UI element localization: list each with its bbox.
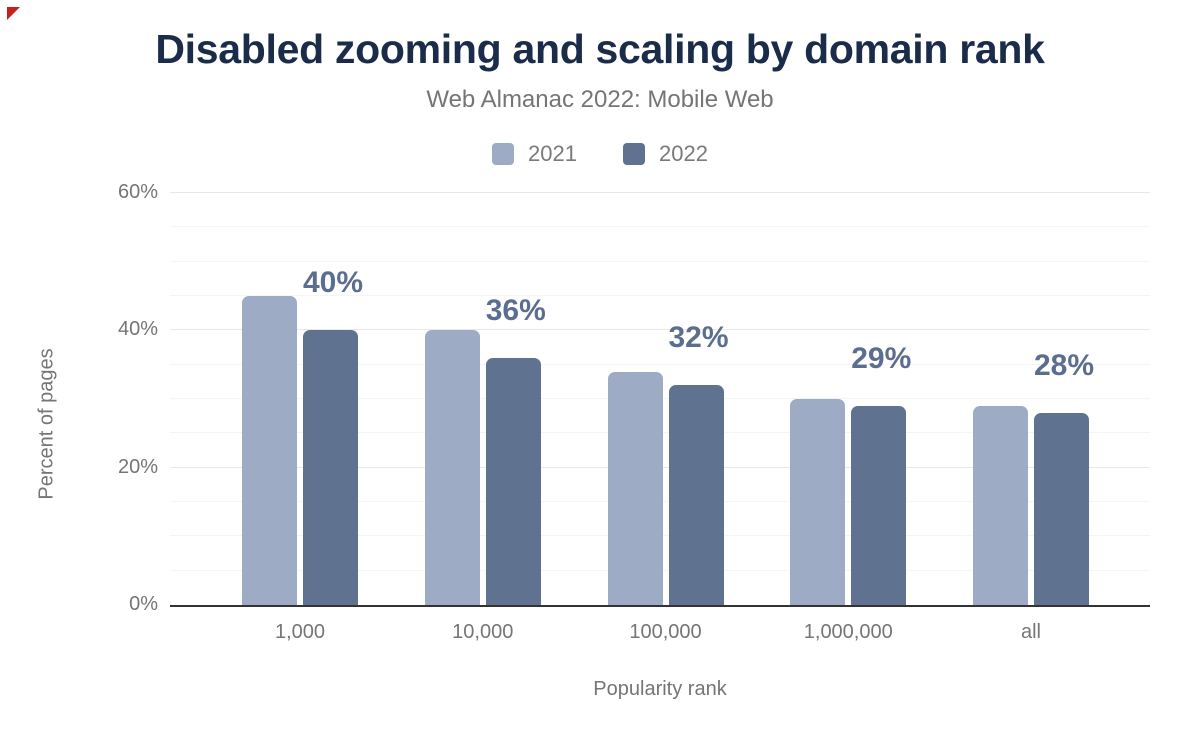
bar-2021-1,000 — [242, 296, 297, 605]
bar-2022-10,000 — [485, 357, 541, 605]
x-tick-label: all — [1020, 621, 1042, 643]
bar-2022-100,000 — [668, 385, 724, 605]
data-label: 29% — [851, 341, 912, 375]
bar-2021-10,000 — [424, 330, 480, 605]
gridline — [170, 363, 1150, 365]
bar-group: 40% 1,000 — [242, 193, 364, 643]
legend-swatch-2021 — [492, 143, 515, 165]
legend-item-2021: 2021 — [492, 141, 577, 167]
bar-2021-all — [973, 405, 1028, 605]
bar-2022-all — [1034, 412, 1089, 605]
data-label: 36% — [485, 293, 546, 327]
gridline — [170, 226, 1150, 228]
data-label: 32% — [668, 321, 729, 355]
x-tick-label: 10,000 — [452, 621, 514, 643]
bar-group: 29% 1,000,000 — [790, 193, 912, 643]
bar-groups: 40% 1,000 36% 10,000 32% 100,000 29% 1,000,000 2… — [170, 193, 1150, 643]
gridline — [170, 260, 1150, 262]
bar-2022-1,000 — [303, 330, 358, 605]
bar-group: 36% 10,000 — [424, 193, 546, 643]
x-tick-label: 1,000 — [274, 621, 326, 643]
gridline — [170, 295, 1150, 296]
legend-item-2022: 2022 — [623, 141, 708, 167]
chart-title: Disabled zooming and scaling by domain r… — [155, 26, 1045, 72]
y-axis-title: Percent of pages — [35, 348, 58, 500]
x-tick-label: 1,000,000 — [803, 621, 893, 643]
bar-2022-1,000,000 — [851, 405, 907, 605]
legend-label-2021: 2021 — [528, 141, 577, 166]
legend: 2021 2022 — [0, 141, 1200, 167]
bar-2021-1,000,000 — [790, 399, 846, 605]
bar-group: 28% all — [973, 193, 1095, 643]
bar-group: 32% 100,000 — [607, 193, 729, 643]
bar-2021-100,000 — [607, 371, 663, 605]
legend-swatch-2022 — [623, 143, 645, 165]
y-tick-label: 0% — [129, 593, 158, 615]
y-tick-label: 40% — [117, 318, 158, 341]
y-tick-label: 60% — [117, 181, 158, 203]
plot-area: 40% 1,000 36% 10,000 32% 100,000 29% 1,000,000 2… — [118, 181, 1150, 643]
gridline — [170, 329, 1150, 331]
gridline — [170, 192, 1150, 193]
x-axis-title: Popularity rank — [593, 678, 727, 700]
x-tick-label: 100,000 — [629, 621, 702, 643]
chart-subtitle: Web Almanac 2022: Mobile Web — [426, 86, 774, 113]
corner-marker-icon — [7, 7, 20, 20]
data-label: 40% — [303, 266, 364, 300]
data-label: 28% — [1034, 348, 1095, 382]
y-tick-label: 20% — [117, 455, 158, 478]
legend-label-2022: 2022 — [659, 141, 708, 166]
